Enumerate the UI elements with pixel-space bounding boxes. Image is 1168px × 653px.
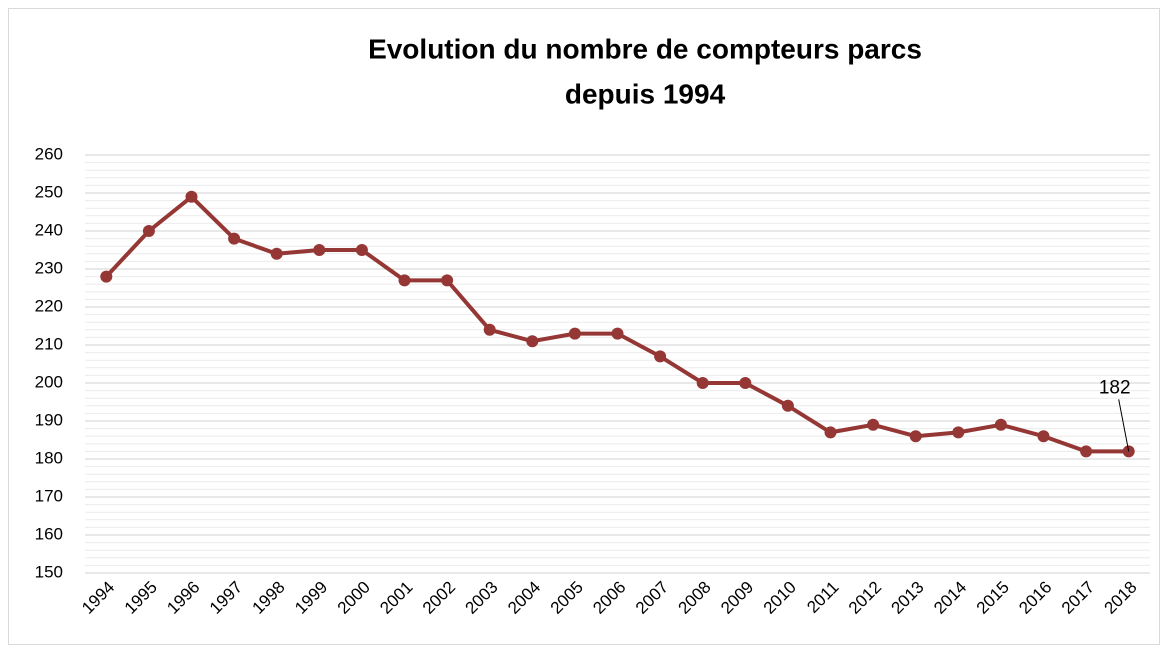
marker xyxy=(1080,445,1093,458)
leader-line xyxy=(1118,399,1130,452)
marker xyxy=(909,430,922,443)
marker xyxy=(441,274,454,287)
marker xyxy=(824,426,837,439)
marker xyxy=(739,377,752,389)
marker xyxy=(568,327,581,340)
marker xyxy=(483,323,496,336)
y-tick-label: 190 xyxy=(35,410,63,429)
y-tick-label: 220 xyxy=(35,296,63,315)
data-label: 182 xyxy=(1099,377,1131,398)
y-tick-label: 160 xyxy=(35,524,63,543)
chart-border xyxy=(8,8,1160,645)
chart-title: depuis 1994 xyxy=(565,78,726,109)
y-tick-label: 260 xyxy=(35,144,63,163)
marker xyxy=(867,418,880,431)
marker xyxy=(398,274,411,287)
marker xyxy=(696,377,709,389)
y-tick-label: 180 xyxy=(35,448,63,467)
marker xyxy=(313,244,326,256)
marker xyxy=(270,247,283,260)
y-tick-label: 250 xyxy=(35,182,63,201)
marker xyxy=(142,225,155,237)
y-tick-label: 200 xyxy=(35,372,63,391)
chart-title: Evolution du nombre de compteurs parcs xyxy=(368,33,922,64)
y-tick-label: 240 xyxy=(35,220,63,239)
y-tick-label: 230 xyxy=(35,258,63,277)
marker xyxy=(781,399,794,412)
y-tick-label: 150 xyxy=(35,562,63,581)
marker xyxy=(228,232,241,245)
marker xyxy=(100,270,113,283)
marker xyxy=(994,418,1007,431)
marker xyxy=(1037,430,1050,443)
marker xyxy=(611,327,624,340)
marker xyxy=(185,190,198,203)
y-tick-label: 170 xyxy=(35,486,63,505)
marker xyxy=(654,350,667,363)
marker xyxy=(526,335,539,348)
y-tick-label: 210 xyxy=(35,334,63,353)
marker xyxy=(952,426,965,439)
marker xyxy=(355,244,368,256)
